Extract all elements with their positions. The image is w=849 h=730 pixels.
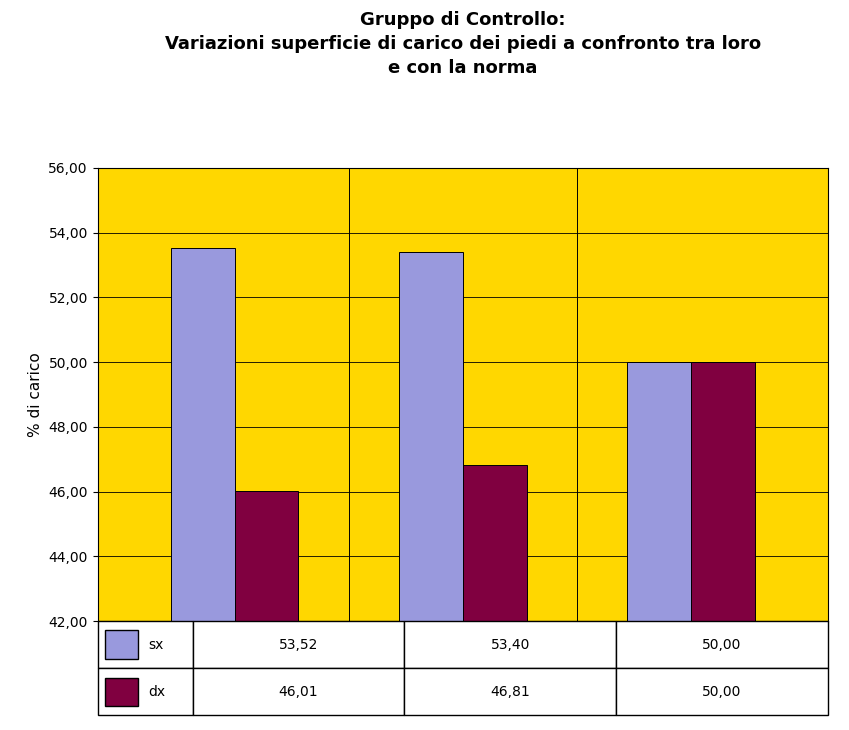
Y-axis label: % di carico: % di carico [28,352,42,437]
Bar [234,491,299,730]
Text: 50,00: 50,00 [702,685,741,699]
Bar [463,465,526,730]
Bar [98,668,193,715]
Text: dx: dx [149,685,166,699]
Bar [171,248,234,730]
Text: 50,00: 50,00 [702,637,741,652]
Text: 53,40: 53,40 [491,637,530,652]
Text: Gruppo di Controllo:
Variazioni superficie di carico dei piedi a confronto tra l: Gruppo di Controllo: Variazioni superfic… [165,12,761,77]
Text: 46,81: 46,81 [490,685,530,699]
Bar [105,677,138,706]
Text: sx: sx [149,637,164,652]
Bar [404,668,616,715]
Bar [627,362,691,730]
Text: 46,01: 46,01 [278,685,318,699]
Bar [404,621,616,668]
Bar [193,621,404,668]
Bar [399,252,463,730]
Bar [105,631,138,658]
Bar [193,668,404,715]
Bar [691,362,755,730]
Bar [616,668,828,715]
Bar [616,621,828,668]
Text: 53,52: 53,52 [278,637,318,652]
Bar [98,621,193,668]
